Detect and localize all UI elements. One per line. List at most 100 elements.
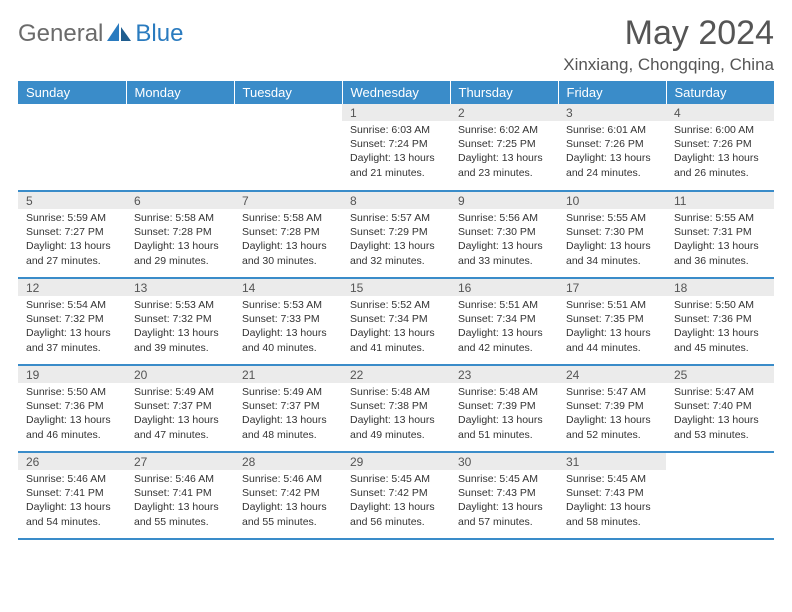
day-number: 22 [342, 366, 450, 383]
calendar-cell: 30Sunrise: 5:45 AMSunset: 7:43 PMDayligh… [450, 452, 558, 539]
day-number: 25 [666, 366, 774, 383]
calendar-cell [126, 104, 234, 191]
month-title: May 2024 [563, 14, 774, 53]
day-number: 8 [342, 192, 450, 209]
day-number: 5 [18, 192, 126, 209]
location: Xinxiang, Chongqing, China [563, 55, 774, 75]
calendar-cell: 4Sunrise: 6:00 AMSunset: 7:26 PMDaylight… [666, 104, 774, 191]
day-details: Sunrise: 5:53 AMSunset: 7:32 PMDaylight:… [126, 296, 234, 357]
calendar-cell: 1Sunrise: 6:03 AMSunset: 7:24 PMDaylight… [342, 104, 450, 191]
day-details: Sunrise: 5:54 AMSunset: 7:32 PMDaylight:… [18, 296, 126, 357]
day-number: 20 [126, 366, 234, 383]
calendar-cell: 17Sunrise: 5:51 AMSunset: 7:35 PMDayligh… [558, 278, 666, 365]
day-details: Sunrise: 5:58 AMSunset: 7:28 PMDaylight:… [234, 209, 342, 270]
calendar-cell [666, 452, 774, 539]
day-details: Sunrise: 5:55 AMSunset: 7:30 PMDaylight:… [558, 209, 666, 270]
calendar-body: 1Sunrise: 6:03 AMSunset: 7:24 PMDaylight… [18, 104, 774, 539]
logo-sail-icon [107, 21, 133, 48]
day-number: 31 [558, 453, 666, 470]
day-number: 19 [18, 366, 126, 383]
day-number: 26 [18, 453, 126, 470]
day-details: Sunrise: 5:47 AMSunset: 7:39 PMDaylight:… [558, 383, 666, 444]
day-number: 17 [558, 279, 666, 296]
calendar-cell: 15Sunrise: 5:52 AMSunset: 7:34 PMDayligh… [342, 278, 450, 365]
day-number: 15 [342, 279, 450, 296]
day-number: 28 [234, 453, 342, 470]
calendar-cell: 11Sunrise: 5:55 AMSunset: 7:31 PMDayligh… [666, 191, 774, 278]
calendar-cell: 22Sunrise: 5:48 AMSunset: 7:38 PMDayligh… [342, 365, 450, 452]
weekday-header: Friday [558, 81, 666, 104]
day-number: 30 [450, 453, 558, 470]
day-details: Sunrise: 5:56 AMSunset: 7:30 PMDaylight:… [450, 209, 558, 270]
day-details: Sunrise: 6:02 AMSunset: 7:25 PMDaylight:… [450, 121, 558, 182]
calendar-cell [234, 104, 342, 191]
day-number: 14 [234, 279, 342, 296]
day-details: Sunrise: 5:48 AMSunset: 7:39 PMDaylight:… [450, 383, 558, 444]
day-details: Sunrise: 5:59 AMSunset: 7:27 PMDaylight:… [18, 209, 126, 270]
day-details: Sunrise: 5:55 AMSunset: 7:31 PMDaylight:… [666, 209, 774, 270]
calendar-cell: 9Sunrise: 5:56 AMSunset: 7:30 PMDaylight… [450, 191, 558, 278]
calendar-row: 26Sunrise: 5:46 AMSunset: 7:41 PMDayligh… [18, 452, 774, 539]
header: General Blue May 2024 Xinxiang, Chongqin… [18, 14, 774, 75]
calendar-cell: 28Sunrise: 5:46 AMSunset: 7:42 PMDayligh… [234, 452, 342, 539]
day-details: Sunrise: 6:03 AMSunset: 7:24 PMDaylight:… [342, 121, 450, 182]
day-number: 11 [666, 192, 774, 209]
weekday-header: Wednesday [342, 81, 450, 104]
day-details: Sunrise: 6:01 AMSunset: 7:26 PMDaylight:… [558, 121, 666, 182]
calendar-cell: 7Sunrise: 5:58 AMSunset: 7:28 PMDaylight… [234, 191, 342, 278]
calendar-cell: 21Sunrise: 5:49 AMSunset: 7:37 PMDayligh… [234, 365, 342, 452]
calendar-cell: 6Sunrise: 5:58 AMSunset: 7:28 PMDaylight… [126, 191, 234, 278]
day-details: Sunrise: 5:50 AMSunset: 7:36 PMDaylight:… [666, 296, 774, 357]
day-number: 29 [342, 453, 450, 470]
day-number: 21 [234, 366, 342, 383]
calendar-cell: 2Sunrise: 6:02 AMSunset: 7:25 PMDaylight… [450, 104, 558, 191]
day-details: Sunrise: 5:57 AMSunset: 7:29 PMDaylight:… [342, 209, 450, 270]
day-number: 18 [666, 279, 774, 296]
day-number: 24 [558, 366, 666, 383]
calendar-cell: 8Sunrise: 5:57 AMSunset: 7:29 PMDaylight… [342, 191, 450, 278]
calendar-cell: 20Sunrise: 5:49 AMSunset: 7:37 PMDayligh… [126, 365, 234, 452]
calendar-cell: 16Sunrise: 5:51 AMSunset: 7:34 PMDayligh… [450, 278, 558, 365]
day-details: Sunrise: 5:45 AMSunset: 7:43 PMDaylight:… [450, 470, 558, 531]
day-number: 3 [558, 104, 666, 121]
calendar-cell: 5Sunrise: 5:59 AMSunset: 7:27 PMDaylight… [18, 191, 126, 278]
calendar-row: 1Sunrise: 6:03 AMSunset: 7:24 PMDaylight… [18, 104, 774, 191]
calendar-row: 5Sunrise: 5:59 AMSunset: 7:27 PMDaylight… [18, 191, 774, 278]
day-details: Sunrise: 6:00 AMSunset: 7:26 PMDaylight:… [666, 121, 774, 182]
calendar-cell: 19Sunrise: 5:50 AMSunset: 7:36 PMDayligh… [18, 365, 126, 452]
weekday-header: Monday [126, 81, 234, 104]
day-number: 23 [450, 366, 558, 383]
day-details: Sunrise: 5:46 AMSunset: 7:42 PMDaylight:… [234, 470, 342, 531]
calendar-cell: 24Sunrise: 5:47 AMSunset: 7:39 PMDayligh… [558, 365, 666, 452]
day-number: 7 [234, 192, 342, 209]
weekday-header: Thursday [450, 81, 558, 104]
day-details: Sunrise: 5:45 AMSunset: 7:43 PMDaylight:… [558, 470, 666, 531]
day-number: 16 [450, 279, 558, 296]
day-number: 6 [126, 192, 234, 209]
calendar-row: 19Sunrise: 5:50 AMSunset: 7:36 PMDayligh… [18, 365, 774, 452]
logo: General Blue [18, 20, 183, 48]
logo-text-general: General [18, 20, 103, 48]
day-number: 13 [126, 279, 234, 296]
day-details: Sunrise: 5:46 AMSunset: 7:41 PMDaylight:… [126, 470, 234, 531]
weekday-header: Saturday [666, 81, 774, 104]
day-number: 12 [18, 279, 126, 296]
calendar-cell: 23Sunrise: 5:48 AMSunset: 7:39 PMDayligh… [450, 365, 558, 452]
day-details: Sunrise: 5:45 AMSunset: 7:42 PMDaylight:… [342, 470, 450, 531]
calendar-cell: 12Sunrise: 5:54 AMSunset: 7:32 PMDayligh… [18, 278, 126, 365]
calendar-cell: 29Sunrise: 5:45 AMSunset: 7:42 PMDayligh… [342, 452, 450, 539]
day-number: 2 [450, 104, 558, 121]
calendar-cell: 10Sunrise: 5:55 AMSunset: 7:30 PMDayligh… [558, 191, 666, 278]
title-block: May 2024 Xinxiang, Chongqing, China [563, 14, 774, 75]
calendar-row: 12Sunrise: 5:54 AMSunset: 7:32 PMDayligh… [18, 278, 774, 365]
day-number: 9 [450, 192, 558, 209]
day-details: Sunrise: 5:53 AMSunset: 7:33 PMDaylight:… [234, 296, 342, 357]
day-number: 10 [558, 192, 666, 209]
day-number: 27 [126, 453, 234, 470]
day-details: Sunrise: 5:58 AMSunset: 7:28 PMDaylight:… [126, 209, 234, 270]
day-details: Sunrise: 5:51 AMSunset: 7:34 PMDaylight:… [450, 296, 558, 357]
weekday-header: Sunday [18, 81, 126, 104]
weekday-header: Tuesday [234, 81, 342, 104]
calendar-table: SundayMondayTuesdayWednesdayThursdayFrid… [18, 81, 774, 540]
day-details: Sunrise: 5:47 AMSunset: 7:40 PMDaylight:… [666, 383, 774, 444]
